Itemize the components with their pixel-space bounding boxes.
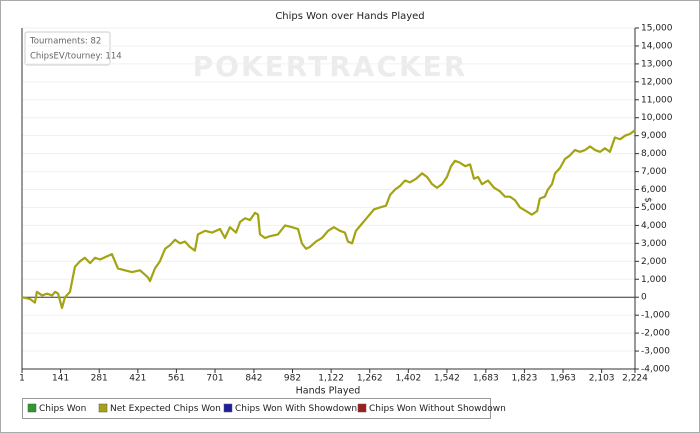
y-tick-label: 4,000 <box>641 221 667 231</box>
x-tick-label: 982 <box>284 374 301 384</box>
x-tick-label: 421 <box>129 374 146 384</box>
watermark: POKERTRACKER <box>193 50 468 83</box>
legend-swatch <box>357 403 367 413</box>
y-tick-label: 8,000 <box>641 149 667 159</box>
x-axis-label: Hands Played <box>296 386 361 397</box>
x-tick-label: 1,683 <box>473 374 499 384</box>
chart-title: Chips Won over Hands Played <box>275 11 424 22</box>
x-tick-label: 1 <box>19 374 25 384</box>
y-tick-label: 2,000 <box>641 257 667 267</box>
y-tick-label: -1,000 <box>641 311 670 321</box>
y-tick-label: 15,000 <box>641 24 673 34</box>
x-tick-label: 1,542 <box>434 374 460 384</box>
legend-swatch <box>98 403 108 413</box>
x-tick-label: 1,262 <box>357 374 383 384</box>
y-tick-label: 6,000 <box>641 185 667 195</box>
y-tick-label: 12,000 <box>641 77 673 87</box>
y-tick-label: 13,000 <box>641 59 673 69</box>
x-tick-label: 1,963 <box>550 374 576 384</box>
y-tick-label: -3,000 <box>641 347 670 357</box>
x-tick-label: 2,103 <box>589 374 615 384</box>
y-tick-label: -4,000 <box>641 365 670 375</box>
legend-label: Chips Won With Showdown <box>235 404 357 414</box>
x-tick-label: 1,823 <box>512 374 538 384</box>
y-tick-label: 10,000 <box>641 113 673 123</box>
y-tick-label: 0 <box>641 293 647 303</box>
y-tick-label: 9,000 <box>641 131 667 141</box>
y-tick-label: 11,000 <box>641 95 673 105</box>
x-tick-label: 2,224 <box>622 374 648 384</box>
x-tick-label: 141 <box>52 374 69 384</box>
legend-swatch <box>27 403 37 413</box>
y-tick-label: 5,000 <box>641 203 667 213</box>
y-axis-label: $ <box>643 197 653 203</box>
series-line <box>21 129 636 310</box>
info-text: Tournaments: 82 <box>29 37 101 47</box>
info-box <box>24 31 111 66</box>
x-tick-label: 701 <box>206 374 223 384</box>
x-tick-label: 842 <box>245 374 262 384</box>
y-tick-label: 7,000 <box>641 167 667 177</box>
x-tick-label: 561 <box>168 374 185 384</box>
legend-swatch <box>223 403 233 413</box>
legend <box>22 398 491 419</box>
y-tick-label: 14,000 <box>641 41 673 51</box>
legend-label: Net Expected Chips Won <box>110 404 221 414</box>
y-tick-label: 1,000 <box>641 275 667 285</box>
y-tick-label: 3,000 <box>641 239 667 249</box>
info-text: ChipsEV/tourney: 114 <box>30 52 122 62</box>
y-tick-label: -2,000 <box>641 329 670 339</box>
legend-label: Chips Won <box>39 404 86 414</box>
x-tick-label: 281 <box>91 374 108 384</box>
x-tick-label: 1,122 <box>318 374 344 384</box>
x-tick-label: 1,402 <box>395 374 421 384</box>
legend-label: Chips Won Without Showdown <box>369 404 506 414</box>
